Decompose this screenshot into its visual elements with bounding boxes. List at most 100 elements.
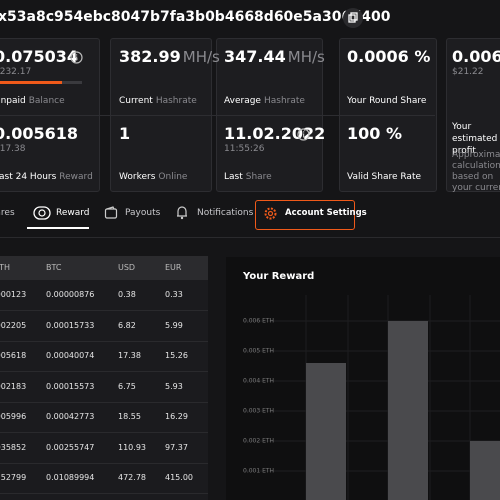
row-separator [0,462,208,464]
note: Share [245,172,272,182]
unit: MH/s [287,48,325,66]
y-tick-label: 0.002 ETH [243,438,274,445]
card-sub: 11:55:26 [224,144,265,154]
note: Reward [59,172,93,182]
chart-title: Your Reward [242,271,314,282]
table-cell: 0.00040074 [46,351,95,360]
tab[interactable]: Notifications [197,208,254,218]
card-label: Current Hashrate [119,96,197,106]
table-cell: 18.55 [118,412,141,421]
table-header-cell: EUR [165,263,182,272]
table-cell: 0.00015733 [46,320,95,330]
gear-icon [264,207,277,220]
account-settings-button[interactable] [255,200,355,230]
table-cell: 0.00042773 [46,412,95,421]
table-cell: 5.93 [165,381,183,391]
y-tick-label: 0.001 ETH [243,468,274,475]
table-cell: 17.38 [118,351,141,360]
note: Balance [28,96,65,106]
info-icon[interactable] [297,128,310,141]
table-cell: 0.000123 [0,290,27,299]
card-label: Average Hashrate [224,96,305,106]
card-value: 0.075034 [0,47,79,66]
table-cell: 472.78 [118,473,146,482]
table [0,256,208,500]
tab-label[interactable]: Account Settings [285,208,367,218]
reward-chart: Your Reward 0.006 ETH 0.005 ETH 0.004 ETH 0… [226,257,500,500]
card-sub: $232.17 [0,67,32,77]
card-value: 11.02.2022 [224,124,326,143]
row-separator [0,340,208,342]
card-sub: $21.22 [452,67,484,77]
card-value: 347.44 [224,47,286,66]
card-label: Last Share [224,172,272,182]
label: Current [119,96,153,106]
y-tick-label: 0.005 ETH [243,348,274,355]
table-cell: 0.005996 [0,412,27,421]
note: Hashrate [155,96,197,106]
card-label: Valid Share Rate [347,172,422,182]
y-tick-label: 0.006 ETH [243,318,274,325]
card-value: 382.99 [119,47,181,66]
tab[interactable]: Shares [0,208,15,218]
table-cell: 0.00255747 [46,442,95,452]
divider [0,237,500,238]
table-cell: 415.00 [165,473,193,482]
tab[interactable]: Payouts [125,208,161,218]
table-cell: 0.33 [165,290,183,299]
label: Unpaid [0,96,26,106]
y-tick-label: 0.004 ETH [243,378,274,385]
card-label: Last 24 Hours Reward [0,172,93,182]
note: Online [158,172,188,182]
table-header-cell: BTC [46,263,62,272]
copy-button[interactable] [343,8,363,28]
table-cell: 110.93 [118,442,146,452]
row-separator [0,493,208,494]
chart-bg [226,257,500,500]
table-cell: 0.00015573 [46,381,95,391]
bell-icon [177,206,187,220]
table-header-cell: ETH [0,263,10,272]
unit: MH/s [182,48,220,66]
table-cell: 0.035852 [0,442,27,452]
card-label: Your Round Share [347,96,427,106]
row-separator [0,401,208,403]
table-cell: 6.82 [118,320,136,330]
label: Last 24 Hours [0,172,57,182]
label: Workers [119,172,156,182]
bar [470,441,500,500]
row-separator [0,432,208,433]
table-cell: 0.002205 [0,320,27,330]
table-cell: 0.38 [118,290,136,299]
card-sub: $17.38 [0,144,26,154]
bar [306,363,346,500]
note: Hashrate [263,96,305,106]
bar [388,321,428,500]
table-cell: 0.00000876 [46,290,95,299]
tab-underline [27,227,89,229]
label: Average [224,96,261,106]
card-label: Your estimated profit [452,122,498,156]
info-icon[interactable] [70,51,83,64]
divider [0,115,435,116]
card-label: UnpaidBalance [0,96,65,106]
table-cell: 5.99 [165,320,183,330]
row-separator [0,371,208,372]
table-cell: 6.75 [118,381,136,391]
reward-icon [33,206,51,220]
card [446,38,500,192]
card-value: 100 % [347,124,402,143]
card-label: Workers Online [119,172,187,182]
progress-fill [0,81,62,84]
wallet-address: x53a8c954ebc8047b7fa3b0b4668d60e5a306d40… [0,9,391,25]
label: Last [224,172,243,182]
table-cell: 0.152799 [0,473,27,482]
card-value: 1 [119,124,131,143]
card-value: 0.005618 [0,124,79,143]
table-header-cell: USD [118,263,136,272]
table-header [0,256,208,280]
row-separator [0,310,208,311]
tab-active[interactable]: Reward [56,208,90,218]
payouts-icon [104,206,118,219]
